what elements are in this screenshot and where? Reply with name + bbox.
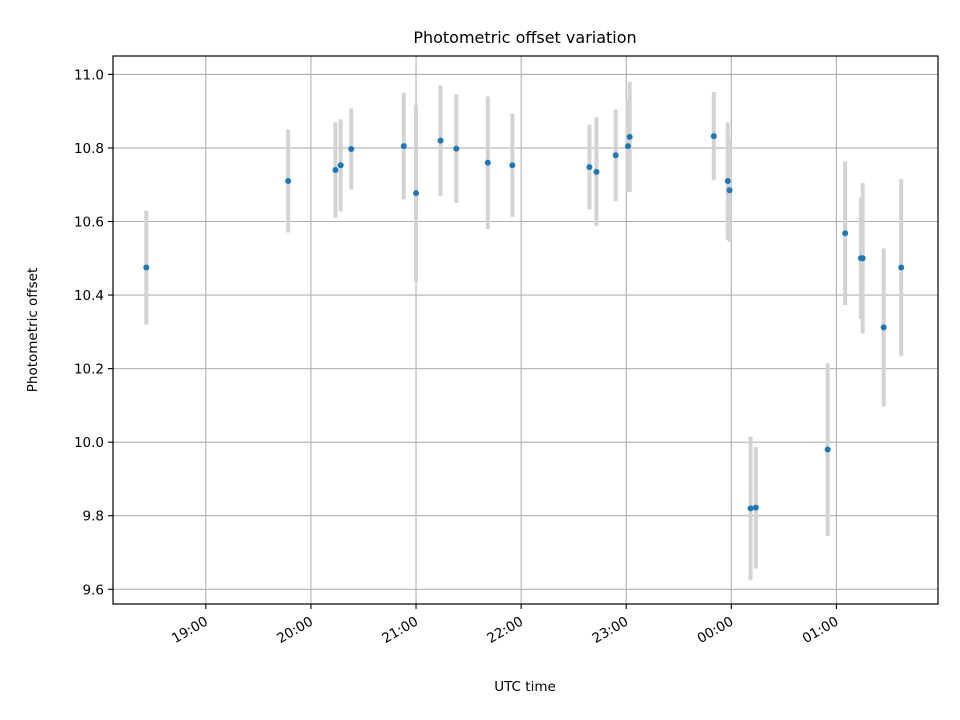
data-point (898, 264, 905, 271)
data-point (413, 190, 420, 197)
data-point (710, 133, 717, 140)
data-point (453, 145, 460, 152)
data-point (484, 159, 491, 166)
data-point (586, 164, 593, 171)
y-tick-label: 9.8 (83, 509, 104, 525)
y-tick-label: 10.2 (74, 362, 104, 378)
data-point (752, 504, 759, 511)
data-point (400, 143, 407, 150)
data-point (509, 162, 516, 169)
data-point (332, 167, 339, 174)
y-tick-label: 10.6 (74, 215, 104, 231)
x-axis-label: UTC time (494, 679, 556, 695)
chart-title: Photometric offset variation (413, 28, 636, 47)
data-point (593, 168, 600, 175)
data-point (337, 162, 344, 169)
data-point (612, 152, 619, 159)
y-tick-label: 11.0 (74, 67, 104, 83)
data-point (285, 178, 292, 185)
data-point (348, 146, 355, 153)
data-point (747, 505, 754, 512)
data-point (824, 446, 831, 453)
data-point (437, 137, 444, 144)
data-point (624, 143, 631, 150)
data-point (842, 230, 849, 237)
y-axis-label: Photometric offset (25, 268, 41, 392)
plot-frame (112, 55, 939, 605)
y-tick-label: 10.4 (74, 288, 104, 304)
data-point (726, 187, 733, 194)
y-tick-label: 10.8 (74, 141, 104, 157)
y-axis-ticks: 9.6 9.8 10.0 10.2 10.4 10.6 10.8 11.0 (74, 67, 113, 598)
y-tick-label: 9.6 (83, 582, 104, 598)
data-point (724, 178, 731, 185)
data-point (880, 324, 887, 331)
data-point (143, 264, 150, 271)
data-point (859, 255, 866, 262)
data-point (626, 133, 633, 140)
data-points (143, 133, 905, 512)
y-tick-label: 10.0 (74, 435, 104, 451)
